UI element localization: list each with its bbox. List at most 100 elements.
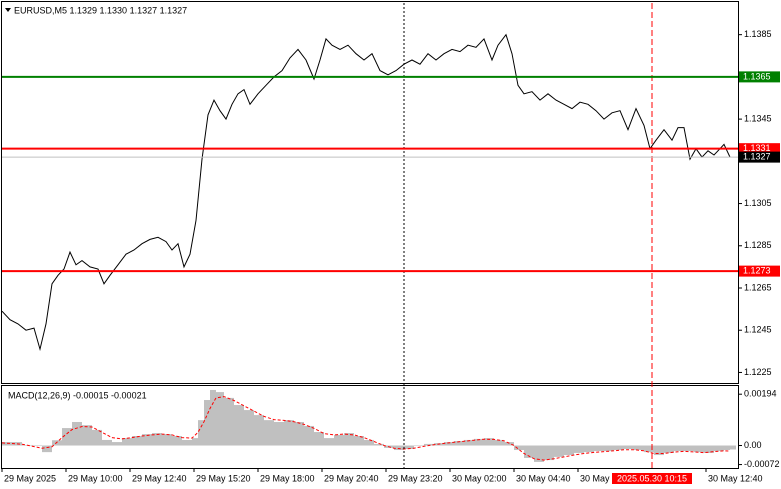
- macd-histogram-bar: [624, 445, 634, 449]
- macd-histogram-bar: [198, 420, 204, 446]
- x-tick-label: 29 May 15:20: [196, 473, 251, 483]
- macd-histogram-bar: [704, 445, 714, 453]
- macd-histogram-bar: [474, 438, 484, 446]
- macd-histogram-bar: [210, 389, 216, 446]
- macd-histogram-bar: [204, 400, 210, 446]
- y-tick-label: 1.1265: [744, 282, 772, 292]
- macd-histogram-bar: [334, 434, 344, 446]
- macd-histogram-bar: [504, 442, 514, 446]
- x-tick-label: 30 May: [580, 473, 610, 483]
- macd-histogram-bar: [284, 420, 294, 446]
- macd-histogram-bar: [424, 443, 434, 446]
- macd-histogram-bar: [644, 445, 654, 453]
- menu-triangle: [5, 8, 11, 12]
- level-label: 1.1327: [743, 151, 771, 161]
- x-tick-label: 30 May 04:40: [516, 473, 571, 483]
- time-label: 2025.05.30 10:15: [617, 473, 687, 483]
- macd-histogram-bar: [132, 435, 142, 446]
- macd-histogram-bar: [654, 445, 664, 456]
- macd-histogram-bar: [444, 442, 454, 446]
- macd-histogram-bar: [604, 445, 614, 452]
- x-tick-label: 29 May 10:00: [68, 473, 123, 483]
- macd-signal-line: [1, 396, 731, 461]
- macd-histogram-bar: [684, 445, 694, 452]
- macd-histogram-bar: [314, 432, 324, 446]
- macd-histogram-bar: [664, 445, 674, 453]
- macd-histogram-bar: [464, 439, 474, 446]
- macd-histogram-bar: [404, 445, 414, 449]
- level-label-box: [739, 151, 780, 163]
- macd-histogram-bar: [514, 445, 524, 451]
- macd-histogram-bar: [574, 445, 584, 453]
- macd-histogram-bar: [82, 425, 92, 446]
- macd-histogram-bar: [162, 434, 172, 446]
- y-tick-label: 1.1385: [744, 29, 772, 39]
- macd-histogram-bar: [674, 445, 684, 452]
- macd-histogram-bar: [544, 445, 554, 461]
- macd-pane-frame: [1, 385, 739, 469]
- macd-histogram-bar: [714, 445, 724, 452]
- macd-histogram-bar: [112, 442, 122, 446]
- macd-histogram-bar: [324, 438, 334, 446]
- macd-histogram-bar: [182, 439, 192, 446]
- level-label: 1.1273: [743, 265, 771, 275]
- macd-histogram-bar: [724, 445, 730, 451]
- y-tick-label: 1.1345: [744, 113, 772, 123]
- y-tick-label: 0.00194: [744, 389, 777, 399]
- macd-histogram-bar: [172, 435, 182, 446]
- macd-histogram-bar: [494, 439, 504, 446]
- level-label-box: [739, 71, 780, 83]
- macd-histogram-bar: [694, 445, 704, 453]
- y-tick-label: 1.1245: [744, 325, 772, 335]
- macd-histogram-bar: [594, 445, 604, 452]
- chart-title: EURUSD,M5 1.1329 1.1330 1.1327 1.1327: [14, 5, 187, 15]
- macd-title: MACD(12,26,9) -0.00015 -0.00021: [8, 390, 147, 400]
- y-tick-label: 1.1305: [744, 198, 772, 208]
- x-tick-label: 29 May 2025: [4, 473, 56, 483]
- y-tick-label: 0.00: [744, 440, 762, 450]
- x-tick-label: 29 May 20:40: [324, 473, 379, 483]
- macd-histogram-bar: [564, 445, 574, 456]
- macd-histogram-bar: [294, 421, 304, 446]
- macd-histogram-bar: [394, 445, 404, 451]
- time-label-box: [612, 473, 692, 484]
- level-label: 1.1365: [743, 71, 771, 81]
- macd-histogram-bar: [62, 428, 72, 446]
- macd-histogram-bar: [274, 421, 284, 446]
- macd-histogram-bar: [414, 445, 424, 447]
- level-label: 1.1331: [743, 143, 771, 153]
- macd-histogram-bar: [730, 445, 736, 450]
- macd-histogram-bar: [192, 438, 198, 446]
- macd-histogram-bar: [354, 435, 364, 446]
- x-tick-label: 29 May 18:00: [260, 473, 315, 483]
- macd-histogram-bar: [244, 410, 254, 446]
- macd-histogram-bar: [224, 397, 234, 446]
- macd-histogram-bar: [42, 445, 52, 453]
- macd-histogram-bar: [614, 445, 624, 451]
- price-pane-frame: [1, 1, 739, 384]
- macd-histogram-bar: [524, 445, 534, 458]
- y-tick-label: 1.1225: [744, 367, 772, 377]
- macd-histogram-bar: [22, 444, 42, 446]
- macd-histogram-bar: [234, 405, 244, 446]
- macd-histogram-bar: [374, 443, 384, 446]
- macd-histogram-bar: [454, 441, 464, 446]
- macd-histogram-bar: [364, 439, 374, 446]
- level-label-box: [739, 265, 780, 277]
- macd-histogram-bar: [264, 420, 274, 446]
- x-tick-label: 29 May 12:40: [132, 473, 187, 483]
- macd-histogram-bar: [152, 433, 162, 446]
- macd-histogram-bar: [534, 445, 544, 462]
- y-tick-label: -0.00072: [744, 459, 780, 469]
- level-label-box: [739, 143, 780, 155]
- macd-histogram-bar: [92, 429, 102, 446]
- macd-histogram-bar: [304, 425, 314, 446]
- price-line: [1, 33, 731, 352]
- x-tick-label: 30 May 12:40: [708, 473, 763, 483]
- macd-histogram-bar: [554, 445, 564, 457]
- x-tick-label: 30 May 02:00: [452, 473, 507, 483]
- macd-histogram-bar: [72, 421, 82, 446]
